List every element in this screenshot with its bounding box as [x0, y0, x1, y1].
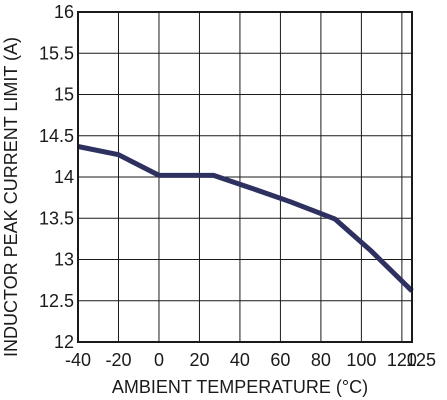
y-tick-label: 12 [54, 332, 74, 352]
x-tick-label: 80 [311, 350, 331, 370]
y-tick-label: 13.5 [39, 208, 74, 228]
y-tick-label: 12.5 [39, 291, 74, 311]
x-tick-label: 0 [154, 350, 164, 370]
x-axis-label: AMBIENT TEMPERATURE (°C) [112, 377, 368, 397]
x-tick-label: -20 [105, 350, 131, 370]
y-tick-label: 13 [54, 250, 74, 270]
y-tick-label: 15.5 [39, 43, 74, 63]
y-tick-label: 14 [54, 167, 74, 187]
x-tick-label: 40 [230, 350, 250, 370]
x-tick-label: 120 [387, 350, 417, 370]
y-axis-label: INDUCTOR PEAK CURRENT LIMIT (A) [1, 37, 21, 357]
series-line [77, 144, 414, 293]
x-tick-label: 20 [189, 350, 209, 370]
series [77, 144, 414, 293]
y-tick-labels: 12 12.5 13 13.5 14 14.5 15 15.5 16 [39, 2, 74, 352]
x-tick-label: 100 [346, 350, 376, 370]
y-tick-label: 16 [54, 2, 74, 22]
y-tick-label: 15 [54, 85, 74, 105]
x-tick-label: 60 [270, 350, 290, 370]
y-tick-label: 14.5 [39, 126, 74, 146]
grid [77, 11, 413, 343]
x-tick-label: 125 [406, 350, 436, 370]
plot-frame [77, 11, 413, 343]
x-tick-label: -40 [65, 350, 91, 370]
